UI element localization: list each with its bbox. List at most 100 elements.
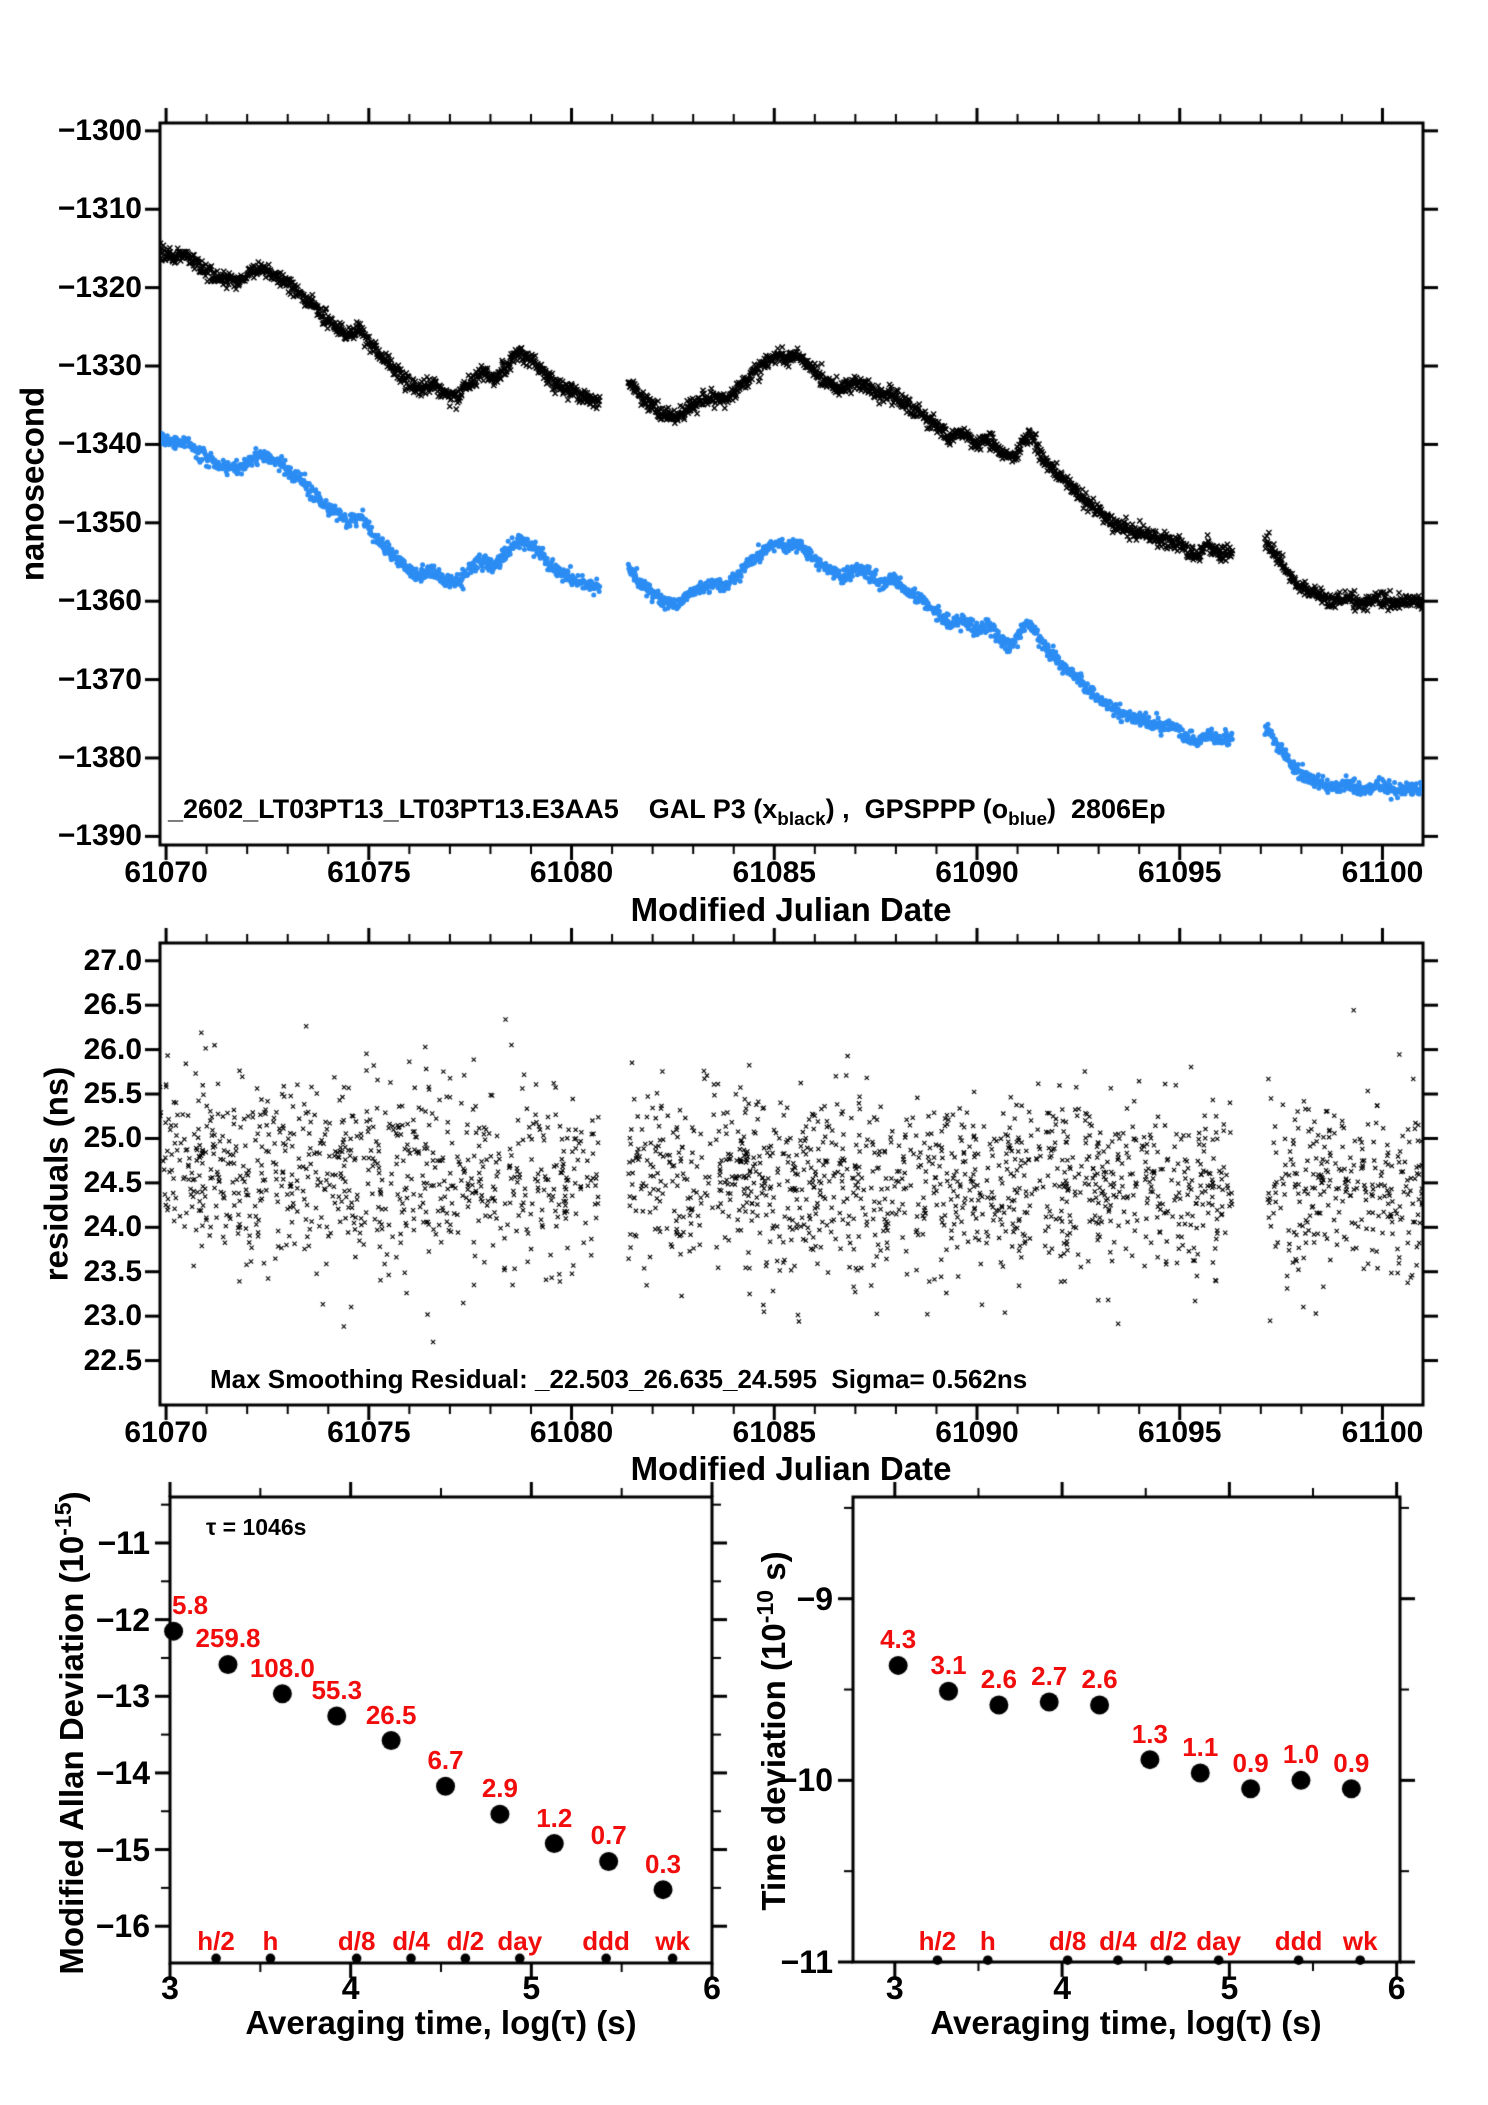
residuals-x-axis-title-text: Modified Julian Date <box>630 1450 952 1487</box>
y-tick-label: −1390 <box>57 819 142 853</box>
x-tick-label: 61085 <box>732 856 816 889</box>
y-tick-label: −1350 <box>57 505 142 539</box>
x-tick-label: 5 <box>522 1970 541 2006</box>
x-tick-label: 61100 <box>1341 856 1424 889</box>
point-value-label: 259.8 <box>195 1623 261 1654</box>
x-tick-label: 61070 <box>124 856 208 889</box>
point-value-label: 0.7 <box>590 1820 627 1851</box>
mdev-tau-annotation: τ = 1046s <box>206 1516 306 1539</box>
y-tick-label: −1320 <box>57 270 142 304</box>
residuals-y-axis-title-text: residuals (ns) <box>37 1066 75 1282</box>
y-tick-label: 24.0 <box>83 1210 142 1244</box>
x-tick-label: 61090 <box>935 856 1019 889</box>
y-tick-label: −9 <box>796 1580 833 1617</box>
dataset-id-text: _2602_LT03PT13_LT03PT13.E3AA5 <box>168 794 619 824</box>
y-tick-label: 27.0 <box>83 943 142 977</box>
top-y-axis-title: nanosecond <box>13 386 51 582</box>
x-tick-label: 61075 <box>327 1416 411 1449</box>
mdev-y-axis-title-text: Modified Allan Deviation (10 <box>53 1535 90 1975</box>
top-x-axis-title: Modified Julian Date <box>631 893 952 926</box>
mdev-y-axis-title-close: ) <box>53 1491 90 1503</box>
tau-tick-label: h <box>262 1926 279 1956</box>
mdev-x-axis-title-text: Averaging time, log(τ) (s) <box>245 2004 637 2041</box>
x-tick-label: 6 <box>1387 1970 1406 2006</box>
mdev-y-axis-title: Modified Allan Deviation (10-15) <box>50 1491 90 1975</box>
y-tick-label: 24.5 <box>83 1165 142 1199</box>
y-tick-label: 23.5 <box>83 1254 142 1288</box>
point-value-label: 1.2 <box>536 1802 573 1833</box>
mdev-y-axis-title-superscript: -15 <box>50 1502 76 1536</box>
residuals-x-axis-title: Modified Julian Date <box>631 1452 952 1485</box>
tau-tick-label: day <box>497 1926 543 1956</box>
tdev-x-axis-title: Averaging time, log(τ) (s) <box>930 2006 1321 2039</box>
residuals-y-axis-title: residuals (ns) <box>37 1066 75 1282</box>
top-y-axis-title-text: nanosecond <box>13 386 51 582</box>
tau-tick-label: d/2 <box>1149 1926 1188 1956</box>
tau-tick-label: d/4 <box>392 1926 430 1956</box>
tdev-y-axis-title-superscript: -10 <box>752 1589 778 1624</box>
tdev-y-axis-title: Time deviation (10-10 s) <box>752 1551 792 1910</box>
tdev-y-axis-title-close: s) <box>755 1551 792 1590</box>
y-tick-label: 23.0 <box>83 1299 142 1333</box>
tau-tick-label: d/4 <box>1099 1926 1137 1956</box>
x-tick-label: 6 <box>703 1970 721 2006</box>
tdev-x-axis-title-text: Averaging time, log(τ) (s) <box>930 2004 1322 2041</box>
x-tick-label: 61095 <box>1138 856 1222 889</box>
legend-black-subscript: black <box>777 809 826 830</box>
y-tick-label: −11 <box>97 1524 150 1561</box>
x-tick-label: 5 <box>1220 1970 1239 2006</box>
y-tick-label: −1360 <box>57 584 142 618</box>
x-tick-label: 4 <box>341 1970 360 2006</box>
legend-epochs-text: ) 2806Ep <box>1047 794 1166 824</box>
residuals-annotation: Max Smoothing Residual: _22.503_26.635_2… <box>210 1366 1027 1392</box>
tau-tick-label: ddd <box>582 1926 630 1956</box>
x-tick-label: 61090 <box>935 1416 1019 1449</box>
point-value-label: 2.6 <box>980 1663 1017 1694</box>
y-tick-label: −12 <box>95 1601 150 1638</box>
point-value-label: 2.6 <box>1081 1663 1118 1694</box>
point-value-label: 3.1 <box>930 1650 967 1681</box>
legend-gpsppp-text: ) , GPSPPP (o <box>825 794 1009 824</box>
point-value-label: 108.0 <box>249 1652 315 1683</box>
tau-tick-label: d/8 <box>1048 1926 1087 1956</box>
point-value-label: 1.1 <box>1182 1731 1219 1762</box>
x-tick-label: 61085 <box>732 1416 816 1449</box>
tau-tick-label: d/8 <box>337 1926 376 1956</box>
tau-tick-label: d/2 <box>446 1926 485 1956</box>
point-value-label: 26.5 <box>365 1699 417 1730</box>
point-value-label: 2.7 <box>1031 1661 1068 1692</box>
y-tick-label: −1310 <box>57 192 142 226</box>
point-value-label: 0.3 <box>644 1848 682 1879</box>
y-tick-label: −1340 <box>57 427 142 461</box>
mdev-x-axis-title: Averaging time, log(τ) (s) <box>245 2006 636 2039</box>
top-x-axis-title-text: Modified Julian Date <box>630 891 952 928</box>
point-value-label: 1.3 <box>1131 1718 1168 1749</box>
y-tick-label: −1370 <box>57 662 142 696</box>
tau-tick-label: h/2 <box>918 1926 957 1956</box>
y-tick-label: −14 <box>95 1754 150 1791</box>
legend-gal-p3-text: GAL P3 (x <box>618 794 778 824</box>
x-tick-label: 61100 <box>1341 1416 1424 1449</box>
x-tick-label: 3 <box>885 1970 904 2006</box>
point-value-label: 0.9 <box>1232 1747 1269 1778</box>
point-value-label: 2.9 <box>481 1773 518 1804</box>
point-value-label: 6.7 <box>427 1745 464 1776</box>
top-panel-annotation: _2602_LT03PT13_LT03PT13.E3AA5 GAL P3 (xb… <box>168 796 1166 830</box>
tau-tick-label: h/2 <box>197 1926 235 1956</box>
y-tick-label: −1300 <box>57 113 142 147</box>
residuals-annotation-text: Max Smoothing Residual: _22.503_26.635_2… <box>210 1364 1028 1394</box>
y-tick-label: −1380 <box>57 740 142 774</box>
y-tick-label: 26.5 <box>83 988 142 1022</box>
y-tick-label: 22.5 <box>83 1343 142 1377</box>
x-tick-label: 61070 <box>124 1416 208 1449</box>
tau-tick-label: ddd <box>1274 1926 1323 1956</box>
tau-tick-label: wk <box>655 1926 690 1956</box>
y-tick-label: −10 <box>778 1762 833 1799</box>
x-tick-label: 61075 <box>327 856 411 889</box>
y-tick-label: 25.0 <box>83 1121 142 1155</box>
y-tick-label: −13 <box>95 1678 150 1715</box>
mdev-tau-annotation-text: τ = 1046s <box>206 1514 307 1540</box>
legend-blue-subscript: blue <box>1008 809 1047 830</box>
